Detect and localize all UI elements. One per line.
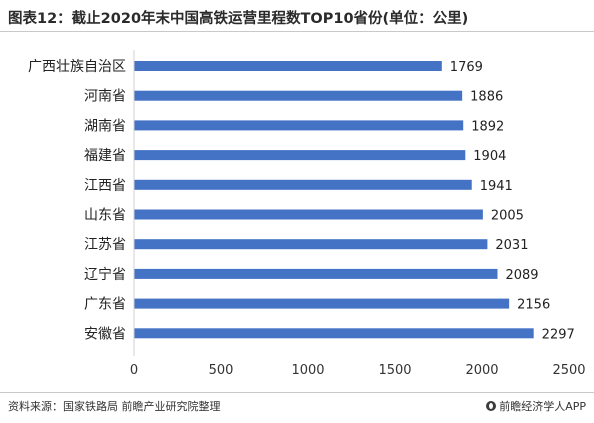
- value-label: 2156: [517, 298, 550, 313]
- bar: [134, 179, 472, 190]
- value-label: 2031: [495, 238, 528, 253]
- category-label: 江苏省: [84, 237, 126, 253]
- x-tick-label: 0: [130, 363, 138, 378]
- x-tick-label: 500: [209, 363, 234, 378]
- category-label: 山东省: [84, 208, 126, 224]
- bar: [134, 209, 483, 220]
- x-axis: 0 500 1000 1500 2000 2500: [130, 50, 586, 378]
- footer-divider: [0, 392, 594, 393]
- value-label: 2089: [505, 268, 538, 283]
- x-tick-label: 2500: [552, 363, 585, 378]
- bar: [134, 61, 442, 71]
- value-label: 1769: [450, 60, 483, 75]
- category-label: 湖南省: [84, 118, 126, 134]
- bar: [134, 120, 464, 131]
- source-note: 资料来源：国家铁路局 前瞻产业研究院整理: [8, 400, 221, 413]
- value-label: 2005: [491, 209, 524, 224]
- bar: [134, 328, 534, 339]
- bar: [134, 239, 488, 250]
- bar: [134, 298, 510, 309]
- x-tick-label: 2000: [465, 363, 498, 378]
- value-label: 1892: [471, 119, 504, 134]
- bar: [134, 90, 463, 101]
- bar: [134, 150, 466, 161]
- x-tick-label: 1500: [378, 363, 411, 378]
- category-label: 辽宁省: [84, 266, 126, 283]
- category-label: 河南省: [84, 89, 126, 105]
- value-label: 1904: [473, 149, 506, 164]
- x-tick-label: 1000: [291, 363, 324, 378]
- chart-title: 图表12：截止2020年末中国高铁运营里程数TOP10省份(单位：公里): [8, 11, 469, 27]
- category-label: 福建省: [84, 148, 126, 164]
- bar: [134, 268, 498, 279]
- title-divider: [0, 31, 594, 32]
- brand-mark: 前瞻经济学人APP: [486, 398, 586, 414]
- category-label: 广西壮族自治区: [28, 59, 126, 75]
- category-label: 安徽省: [84, 326, 126, 342]
- bars: [134, 61, 534, 339]
- value-label: 2297: [542, 327, 575, 342]
- value-labels: 1769 1886 1892 1904 1941 2005 2031 2089 2156 2297: [450, 60, 575, 342]
- value-label: 1941: [480, 179, 513, 194]
- value-label: 1886: [470, 90, 503, 105]
- category-label: 江西省: [84, 178, 126, 194]
- brand-name: 前瞻经济学人APP: [499, 400, 586, 413]
- category-label: 广东省: [84, 297, 126, 313]
- brand-logo-icon: [486, 401, 497, 411]
